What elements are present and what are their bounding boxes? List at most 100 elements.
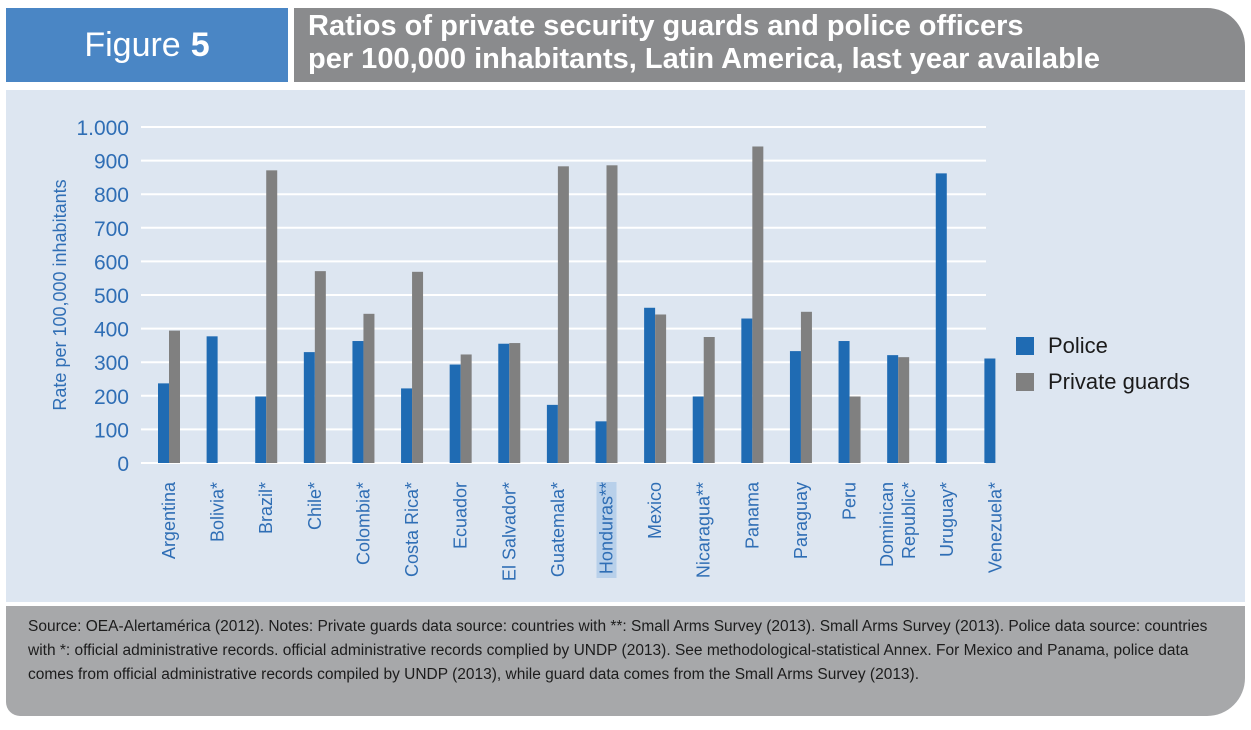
bar-private-guards	[849, 396, 861, 463]
bar-police	[789, 351, 801, 463]
y-tick-label: 200	[94, 386, 129, 409]
bar-private-guards	[169, 330, 180, 463]
x-category-label-line: Panama	[742, 481, 762, 549]
x-axis-category-labels: Argentina Bolivia* Brazil* Chile* Colombia* C…	[159, 481, 1005, 581]
bar-police	[887, 355, 899, 463]
bar-private-guards	[363, 313, 375, 463]
bar-police	[546, 404, 558, 463]
x-category-label: El Salvador*	[499, 482, 519, 581]
label-highlight	[596, 482, 617, 578]
source-line-1: Source: OEA-Alertamérica (2012). Notes: …	[28, 618, 1208, 635]
figure-title: Ratios of private security guards and po…	[294, 8, 1245, 82]
legend: Police Private guards	[1016, 333, 1190, 394]
chart-panel: 0 100 200 300 400 500 600 700 800 900 1.000 Rate p…	[6, 90, 1245, 602]
bar-police	[595, 421, 607, 463]
y-tick-label: 800	[94, 184, 129, 207]
bar-police	[206, 336, 218, 463]
legend-label-private-guards: Private guards	[1048, 369, 1190, 394]
bar-private-guards	[412, 271, 424, 463]
x-category-label-line: Bolivia*	[208, 482, 228, 542]
y-tick-label: 1.000	[76, 117, 129, 140]
y-tick-label: 400	[94, 319, 129, 342]
title-line-1: Ratios of private security guards and po…	[308, 10, 1024, 42]
bar-police	[303, 352, 315, 463]
y-tick-label: 500	[94, 285, 129, 308]
source-line-3: comes from official administrative recor…	[28, 666, 920, 683]
bar-police	[984, 358, 996, 463]
bar-chart: 0 100 200 300 400 500 600 700 800 900 1.000 Rate p…	[50, 117, 1190, 581]
y-tick-label: 900	[94, 151, 129, 174]
x-category-label: Costa Rica*	[402, 482, 422, 577]
x-category-label: Ecuador	[451, 482, 471, 549]
title-line-2: per 100,000 inhabitants, Latin America, …	[308, 43, 1100, 75]
x-category-label: Brazil*	[256, 482, 276, 534]
bar-private-guards	[606, 165, 618, 463]
x-category-label-line: Peru	[840, 482, 860, 520]
figure-label: Figure 5	[6, 8, 288, 82]
bar-police	[352, 341, 364, 463]
figure-word: Figure	[84, 25, 181, 64]
y-tick-label: 100	[94, 419, 129, 442]
bar-private-guards	[655, 314, 667, 463]
x-category-label: Argentina	[159, 481, 179, 559]
x-category-label-line: Ecuador	[451, 482, 471, 549]
bar-police	[644, 307, 656, 463]
legend-swatch-police	[1016, 337, 1034, 355]
x-category-label-line: Brazil*	[256, 482, 276, 534]
bar-police	[255, 396, 267, 463]
x-category-label: Peru	[840, 482, 860, 520]
bar-private-guards	[800, 311, 812, 463]
x-category-label: Mexico	[645, 482, 665, 539]
x-category-label: Bolivia*	[208, 482, 228, 542]
x-category-label-line: Nicaragua**	[694, 482, 714, 578]
bar-police	[158, 383, 169, 463]
bar-private-guards	[752, 146, 764, 463]
bar-private-guards	[557, 166, 569, 463]
bar-police	[498, 343, 510, 463]
y-tick-label: 700	[94, 218, 129, 241]
x-category-label-line: El Salvador*	[499, 482, 519, 581]
x-category-label-line: Uruguay*	[937, 482, 957, 557]
x-category-label-line: Costa Rica*	[402, 482, 422, 577]
x-category-label: Uruguay*	[937, 482, 957, 557]
x-category-label: Paraguay	[791, 482, 811, 559]
x-category-label-line: Guatemala*	[548, 482, 568, 577]
legend-swatch-private-guards	[1016, 373, 1034, 391]
y-axis-ticks: 0 100 200 300 400 500 600 700 800 900 1.000	[76, 117, 129, 476]
x-category-label-line: Paraguay	[791, 482, 811, 559]
bar-private-guards	[509, 343, 521, 463]
bar-private-guards	[314, 271, 326, 463]
x-category-label: Venezuela*	[985, 482, 1005, 573]
x-category-label: Panama	[742, 481, 762, 549]
source-note: Source: OEA-Alertamérica (2012). Notes: …	[6, 606, 1245, 716]
x-category-label-line: Colombia*	[353, 482, 373, 565]
bar-police	[838, 341, 850, 463]
bar-police	[692, 396, 704, 463]
bar-police	[401, 388, 413, 463]
bar-private-guards	[898, 357, 910, 463]
x-category-label-line: Venezuela*	[985, 482, 1005, 573]
x-category-label: Guatemala*	[548, 482, 568, 577]
bar-police	[741, 318, 753, 463]
y-tick-label: 0	[117, 453, 129, 476]
legend-label-police: Police	[1048, 333, 1108, 358]
x-category-label-line: Dominican	[877, 482, 897, 567]
bar-police	[935, 173, 947, 464]
source-line-2: with *: official administrative records.…	[28, 642, 1189, 659]
y-axis-label: Rate per 100,000 inhabitants	[50, 179, 70, 410]
x-category-label: Chile*	[305, 482, 325, 530]
y-tick-label: 600	[94, 251, 129, 274]
y-tick-label: 300	[94, 352, 129, 375]
bar-private-guards	[460, 354, 472, 463]
bar-private-guards	[266, 170, 278, 463]
x-category-label: Colombia*	[353, 482, 373, 565]
figure-number: 5	[190, 25, 210, 64]
x-category-label: Dominican Republic*	[877, 482, 919, 567]
bar-private-guards	[703, 337, 715, 463]
x-category-label-line: Argentina	[159, 481, 179, 559]
x-category-label-line: Mexico	[645, 482, 665, 539]
bar-police	[449, 364, 461, 463]
bars	[158, 146, 996, 464]
x-category-label: Honduras**	[596, 482, 617, 578]
x-category-label: Nicaragua**	[694, 482, 714, 578]
